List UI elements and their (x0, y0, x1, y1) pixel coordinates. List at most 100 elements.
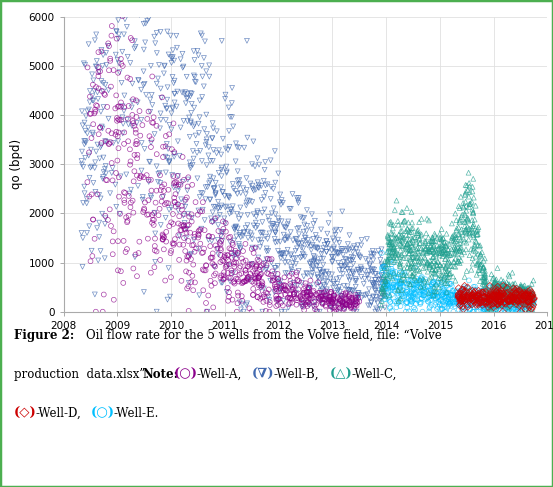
Point (468, 300, 477, 308)
Point (147, 135, 156, 143)
Point (183, 91, 192, 98)
Point (368, 281, 377, 288)
Point (476, 296, 485, 303)
Point (463, 187, 472, 194)
Point (331, 231, 340, 239)
Point (114, 16, 123, 24)
Point (510, 295, 519, 303)
Point (171, 181, 180, 189)
Point (510, 293, 519, 300)
Point (430, 242, 439, 249)
Point (509, 284, 518, 292)
Point (178, 202, 186, 210)
Point (269, 220, 278, 228)
Point (269, 205, 278, 212)
Point (507, 308, 516, 316)
Point (451, 291, 460, 299)
Point (479, 308, 488, 316)
Point (157, 198, 166, 206)
Point (189, 123, 198, 131)
Point (345, 301, 353, 309)
Point (345, 286, 353, 294)
Point (476, 269, 484, 277)
Point (522, 296, 531, 303)
Point (312, 307, 321, 315)
Point (375, 277, 384, 284)
Point (294, 240, 303, 248)
Point (285, 205, 294, 213)
Point (463, 296, 472, 304)
Point (123, 245, 132, 253)
Point (379, 283, 388, 291)
Point (482, 295, 491, 302)
Point (94, 72, 103, 80)
Point (411, 233, 420, 241)
Point (300, 214, 309, 222)
Point (456, 301, 465, 309)
Point (527, 295, 536, 302)
Point (523, 286, 532, 294)
Point (381, 263, 390, 271)
Point (165, 157, 174, 165)
Point (381, 262, 390, 270)
Point (299, 289, 308, 297)
Point (474, 295, 483, 302)
Point (488, 286, 497, 294)
Point (103, 42, 112, 50)
Point (505, 305, 514, 313)
Point (366, 301, 375, 309)
Point (338, 300, 347, 308)
Point (507, 294, 515, 302)
Point (328, 296, 337, 303)
Point (345, 297, 354, 304)
Point (516, 290, 525, 298)
Point (207, 218, 216, 225)
Point (529, 300, 538, 308)
Point (484, 295, 493, 303)
Point (487, 304, 495, 312)
Point (459, 294, 468, 302)
Point (392, 274, 401, 281)
Point (127, 199, 135, 206)
Point (346, 265, 354, 273)
Point (435, 243, 444, 250)
Point (220, 251, 229, 259)
Point (467, 286, 476, 294)
Point (467, 293, 476, 301)
Point (504, 303, 513, 311)
Point (135, 107, 144, 115)
Point (517, 281, 525, 289)
Point (384, 238, 393, 245)
Point (112, 35, 121, 42)
Point (101, 165, 109, 173)
Point (276, 292, 285, 300)
Point (405, 249, 414, 257)
Point (251, 186, 260, 194)
Point (505, 293, 514, 300)
Point (257, 236, 265, 244)
Point (81, 127, 90, 134)
Point (347, 304, 356, 312)
Point (503, 297, 512, 305)
Point (257, 228, 266, 236)
Point (130, 168, 139, 175)
Point (468, 208, 477, 216)
Point (170, 178, 179, 186)
Point (486, 282, 494, 290)
Point (170, 179, 179, 187)
Point (274, 295, 283, 303)
Point (489, 274, 498, 281)
Point (265, 308, 274, 316)
Point (303, 299, 312, 306)
Point (396, 281, 405, 289)
Point (208, 254, 217, 262)
Point (137, 86, 145, 94)
Point (521, 290, 530, 298)
Point (517, 283, 525, 291)
Point (135, 174, 144, 182)
Point (468, 308, 477, 316)
Point (99, 51, 108, 59)
Point (458, 295, 467, 303)
Point (493, 287, 502, 295)
Point (228, 241, 237, 249)
